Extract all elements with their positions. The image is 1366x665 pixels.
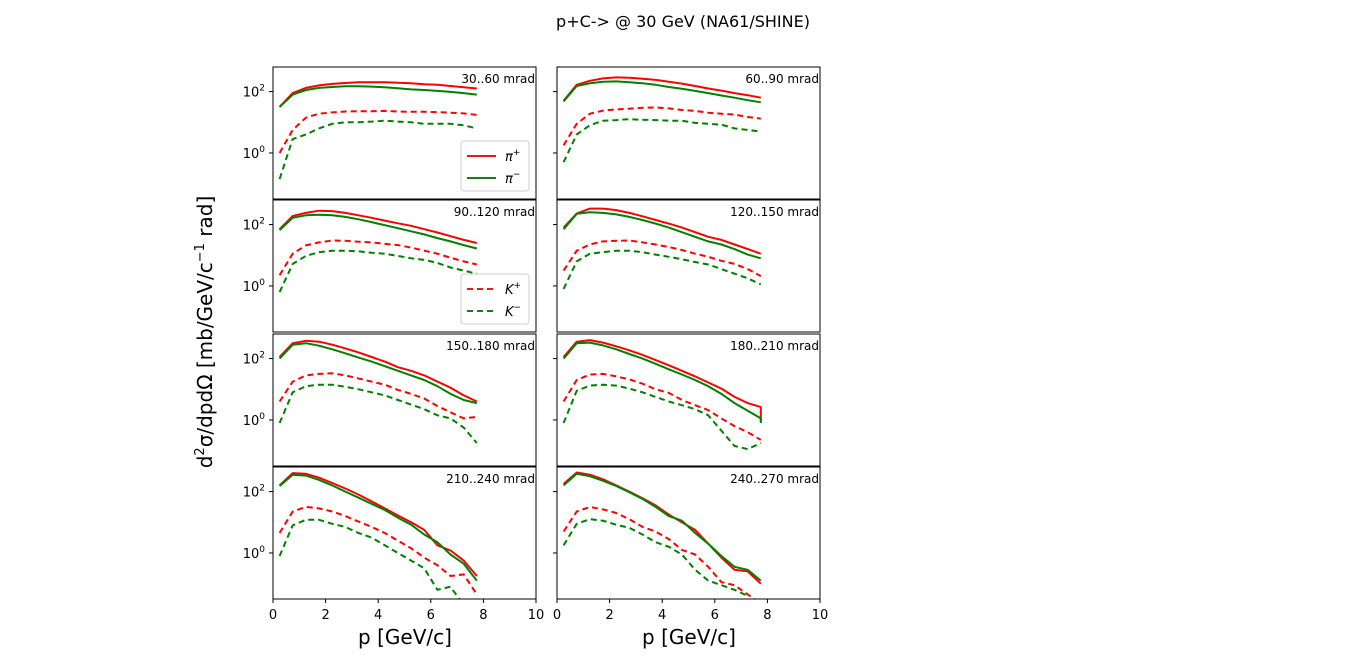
series-k-minus-line — [562, 118, 761, 163]
x-tick-label: 4 — [374, 608, 382, 623]
legend-label: K− — [505, 303, 521, 320]
legend-pi: π+ π− — [460, 140, 530, 192]
panel-5: 150..180 mrad 102 100 — [243, 333, 537, 467]
panel-frame — [272, 199, 537, 333]
y-label-sup-2: −1 — [193, 243, 208, 262]
legend-label: π+ — [505, 148, 520, 165]
series-k-plus-line — [278, 372, 477, 420]
series-pi-minus-line — [278, 85, 477, 108]
panel-6: 180..210 mrad — [553, 333, 821, 467]
x-tick-label: 4 — [658, 608, 666, 623]
series-k-plus-line — [562, 505, 756, 599]
panel-2: 60..90 mrad — [553, 66, 821, 200]
series-k-minus-line — [562, 518, 749, 597]
x-axis-label-left: p [GeV/c] — [358, 625, 452, 649]
series-k-plus-line — [562, 106, 761, 146]
panel-frame — [556, 199, 821, 333]
series-pi-plus-line — [278, 339, 478, 403]
series-k-minus-line — [278, 119, 478, 180]
y-tick-label: 100 — [243, 278, 266, 295]
x-tick-label: 6 — [427, 608, 435, 623]
y-tick-label: 102 — [243, 484, 265, 501]
panel-label: 90..120 mrad — [454, 205, 535, 219]
series-k-plus-line — [562, 372, 762, 441]
y-label-sup-1: 2 — [193, 447, 208, 455]
panel-label: 60..90 mrad — [745, 72, 819, 86]
y-label-part-3: rad] — [193, 196, 217, 243]
series-pi-minus-line — [562, 211, 762, 260]
series-k-plus-line — [562, 239, 762, 277]
panel-label: 180..210 mrad — [730, 339, 819, 353]
panel-label: 210..240 mrad — [446, 472, 535, 486]
x-tick-label: 10 — [528, 608, 545, 623]
y-tick-label: 102 — [243, 217, 265, 234]
series-pi-plus-line — [562, 339, 762, 422]
panel-label: 120..150 mrad — [730, 205, 819, 219]
panel-label: 150..180 mrad — [446, 339, 535, 353]
x-tick-label: 6 — [711, 608, 719, 623]
legend-label: K+ — [505, 281, 521, 298]
series-pi-plus-line — [562, 471, 762, 585]
y-label-part-1: d — [193, 456, 217, 469]
panel-frame — [272, 466, 537, 600]
series-pi-minus-line — [562, 80, 761, 104]
series-pi-minus-line — [278, 473, 478, 582]
y-axis-label: d2σ/dpdΩ [mb/GeV/c−1 rad] — [193, 196, 217, 469]
x-axis-label-right: p [GeV/c] — [642, 625, 736, 649]
panel-4: 120..150 mrad — [553, 199, 821, 333]
series-k-plus-line — [278, 239, 478, 276]
series-pi-minus-line — [278, 342, 478, 405]
series-k-minus-line — [278, 249, 478, 293]
series-k-minus-line — [562, 383, 762, 451]
panel-frame — [556, 333, 821, 467]
figure-title: p+C-> @ 30 GeV (NA61/SHINE) — [556, 12, 810, 31]
panel-frame — [272, 333, 537, 467]
y-tick-label: 100 — [243, 412, 266, 429]
panel-7: 210..240 mrad 102 100 0 2 4 6 8 10 — [243, 466, 545, 623]
panel-frame — [272, 66, 537, 200]
x-tick-label: 0 — [553, 608, 561, 623]
x-tick-label: 2 — [321, 608, 329, 623]
series-pi-plus-line — [562, 207, 762, 255]
series-pi-minus-line — [562, 472, 762, 582]
series-pi-plus-line — [278, 209, 478, 244]
panel-frame — [556, 66, 821, 200]
y-tick-label: 100 — [243, 545, 266, 562]
x-tick-label: 2 — [605, 608, 613, 623]
panel-label: 240..270 mrad — [730, 472, 819, 486]
x-tick-label: 8 — [479, 608, 487, 623]
series-pi-plus-line — [278, 472, 478, 577]
panel-8: 240..270 mrad 0 2 4 6 8 10 — [553, 466, 829, 623]
series-k-plus-line — [278, 109, 477, 154]
series-pi-minus-line — [562, 341, 762, 423]
panel-label: 30..60 mrad — [461, 72, 535, 86]
panel-1: 30..60 mrad 102 100 π+ π− — [243, 66, 537, 200]
series-k-minus-line — [278, 518, 461, 599]
series-pi-plus-line — [278, 81, 477, 108]
series-pi-minus-line — [278, 213, 478, 250]
y-label-part-2: σ/dpdΩ [mb/GeV/c — [193, 262, 217, 447]
series-k-minus-line — [278, 383, 478, 444]
series-pi-plus-line — [562, 76, 761, 102]
series-k-minus-line — [562, 249, 762, 290]
panel-frame — [556, 466, 821, 600]
x-tick-label: 0 — [269, 608, 277, 623]
y-tick-label: 102 — [243, 351, 265, 368]
x-tick-label: 10 — [812, 608, 829, 623]
y-tick-label: 102 — [243, 84, 265, 101]
y-tick-label: 100 — [243, 145, 266, 162]
panel-3: 90..120 mrad 102 100 K+ K− — [243, 199, 537, 333]
x-tick-label: 8 — [763, 608, 771, 623]
legend-label: π− — [505, 170, 520, 187]
legend-k: K+ K− — [460, 273, 530, 325]
series-k-plus-line — [278, 505, 478, 595]
